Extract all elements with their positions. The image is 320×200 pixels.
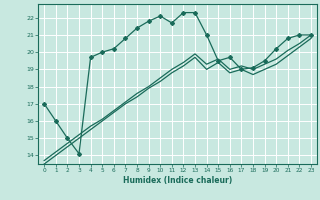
X-axis label: Humidex (Indice chaleur): Humidex (Indice chaleur) (123, 176, 232, 185)
